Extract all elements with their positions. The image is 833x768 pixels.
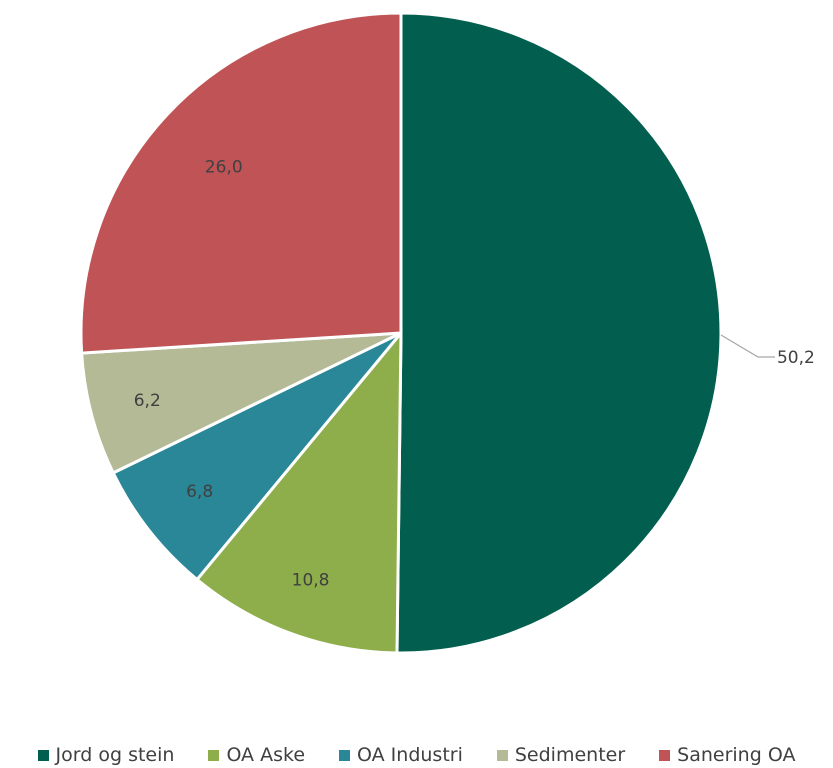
legend-swatch (659, 749, 671, 761)
legend-label: Sanering OA (677, 744, 796, 766)
leader-line (720, 334, 775, 358)
pie-slice-sanering-oa (79, 11, 403, 355)
legend-label: OA Industri (357, 744, 463, 766)
legend-item-oa-industri: OA Industri (339, 744, 463, 766)
legend-swatch (339, 749, 351, 761)
chart-legend: Jord og stein OA Aske OA Industri Sedimente… (0, 740, 833, 768)
legend-item-oa-aske: OA Aske (208, 744, 305, 766)
data-label-sanering-oa: 26,0 (205, 158, 243, 178)
legend-item-sedimenter: Sedimenter (496, 744, 626, 766)
pie-slice-jord-og-stein (395, 11, 723, 655)
data-label-oa-industri: 6,8 (186, 482, 213, 502)
legend-item-sanering-oa: Sanering OA (659, 744, 795, 766)
legend-label: Jord og stein (55, 744, 175, 766)
legend-item-jord-og-stein: Jord og stein (37, 744, 175, 766)
pie-slice-oa-aske (194, 328, 403, 655)
data-label-sedimenter: 6,2 (134, 391, 161, 411)
legend-label: Sedimenter (514, 744, 626, 766)
data-label-oa-aske: 10,8 (292, 570, 330, 590)
data-label-jord-og-stein: 50,2 (777, 348, 815, 368)
pie-slice-oa-industri (111, 331, 403, 582)
legend-swatch (496, 749, 508, 761)
legend-swatch (208, 749, 220, 761)
legend-swatch (37, 749, 49, 761)
pie-plot-area: 50,2 10,8 6,8 6,2 26,0 (79, 11, 815, 655)
legend-label: OA Aske (226, 744, 306, 766)
pie-slice-sedimenter (80, 331, 402, 475)
